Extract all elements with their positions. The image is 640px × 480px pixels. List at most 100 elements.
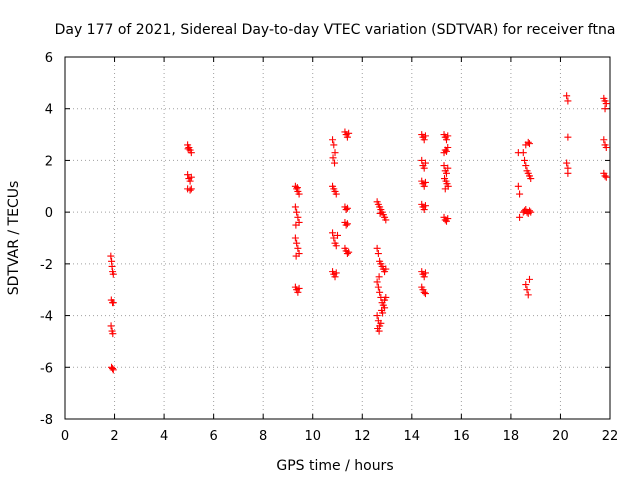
data-point: [418, 156, 426, 164]
data-point: [564, 97, 572, 105]
data-point: [564, 133, 572, 141]
y-tick-label: -4: [40, 310, 53, 325]
data-point: [421, 290, 429, 298]
data-point: [420, 273, 428, 281]
series-sdtvar: [107, 92, 610, 374]
data-point: [109, 330, 117, 338]
data-point: [184, 171, 192, 179]
data-point: [293, 239, 301, 247]
data-point: [332, 269, 340, 277]
x-tick-label: 0: [61, 429, 69, 444]
x-tick-label: 12: [354, 429, 371, 444]
plot-frame: [64, 56, 611, 420]
data-point: [187, 173, 195, 181]
data-point: [563, 159, 571, 167]
data-point: [382, 265, 390, 273]
axis-ticks: 0 2 4 6 8 10 12 14 16 18 20 22 -8 -6 -4 -2 0 2 4 6: [40, 51, 618, 444]
data-point: [444, 215, 452, 223]
data-point: [343, 133, 351, 141]
data-point: [375, 327, 383, 335]
y-tick-label: 4: [45, 103, 53, 118]
data-point: [420, 288, 428, 296]
data-point: [440, 162, 448, 170]
data-point: [600, 136, 608, 144]
data-point: [343, 220, 351, 228]
data-point: [602, 173, 610, 181]
data-point: [527, 208, 535, 216]
x-tick-label: 22: [602, 429, 619, 444]
data-point: [109, 366, 117, 374]
data-point: [343, 250, 351, 258]
data-point: [342, 221, 350, 229]
y-tick-label: 6: [45, 51, 53, 66]
data-point: [186, 186, 194, 194]
data-point: [444, 164, 452, 172]
data-point: [293, 208, 301, 216]
data-point: [184, 145, 192, 153]
data-point: [329, 136, 337, 144]
data-point: [291, 203, 299, 211]
data-point: [107, 252, 115, 260]
data-point: [330, 141, 338, 149]
data-point: [373, 312, 381, 320]
data-point: [525, 140, 533, 148]
data-point: [373, 244, 381, 252]
data-point: [374, 283, 382, 291]
data-point: [109, 299, 117, 307]
x-tick-label: 18: [503, 429, 520, 444]
data-point: [293, 184, 301, 192]
data-point: [329, 154, 337, 162]
data-point: [516, 190, 524, 198]
data-point: [295, 190, 303, 198]
data-point: [524, 291, 532, 299]
data-point: [331, 149, 339, 157]
data-point: [564, 169, 572, 177]
data-point: [342, 206, 350, 214]
data-point: [294, 288, 302, 296]
data-point: [382, 293, 390, 301]
data-point: [521, 156, 529, 164]
data-point: [525, 207, 533, 215]
data-point: [421, 178, 429, 186]
data-point: [420, 164, 428, 172]
data-point: [522, 281, 530, 289]
data-point: [109, 270, 117, 278]
data-point: [420, 206, 428, 214]
data-point: [330, 234, 338, 242]
data-point: [331, 159, 339, 167]
data-point: [601, 172, 609, 180]
data-point: [602, 100, 610, 108]
x-tick-label: 16: [453, 429, 470, 444]
data-point: [525, 275, 533, 283]
data-point: [292, 252, 300, 260]
data-point: [331, 273, 339, 281]
data-point: [563, 92, 571, 100]
data-point: [375, 273, 383, 281]
x-tick-label: 20: [552, 429, 569, 444]
data-point: [522, 162, 530, 170]
x-tick-label: 4: [160, 429, 168, 444]
data-point: [602, 144, 610, 151]
chart-title: Day 177 of 2021, Sidereal Day-to-day VTE…: [55, 22, 616, 38]
data-point: [523, 286, 531, 294]
data-point: [291, 234, 299, 242]
data-point: [294, 244, 302, 252]
x-tick-label: 10: [304, 429, 321, 444]
y-tick-label: -2: [40, 258, 53, 273]
data-point: [381, 304, 389, 312]
data-point: [516, 213, 524, 221]
data-point: [329, 229, 337, 237]
data-points: [107, 92, 610, 374]
data-point: [345, 248, 353, 256]
data-point: [332, 190, 340, 198]
data-point: [443, 136, 450, 144]
data-point: [377, 319, 385, 327]
x-axis-label: GPS time / hours: [276, 458, 393, 474]
data-point: [441, 185, 449, 193]
data-point: [443, 147, 450, 155]
data-point: [374, 250, 382, 258]
y-tick-label: -6: [40, 361, 53, 376]
data-point: [514, 182, 522, 190]
